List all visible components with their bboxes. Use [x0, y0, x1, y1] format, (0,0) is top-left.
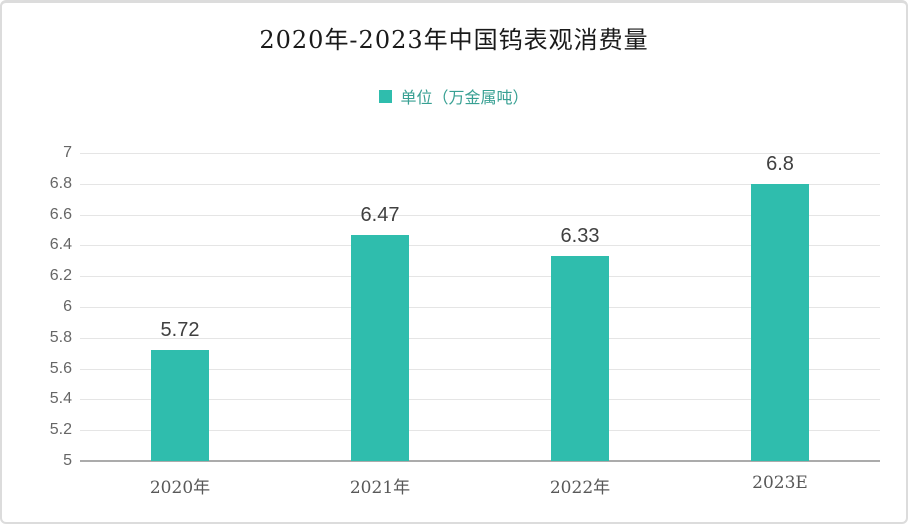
x-tick-label: 2022年 — [549, 478, 611, 498]
grid-line — [80, 337, 880, 339]
bar-value-label: 6.8 — [766, 152, 794, 175]
legend-label: 单位（万金属吨） — [400, 88, 529, 107]
grid-line — [80, 307, 880, 308]
legend-swatch-icon — [379, 89, 393, 103]
chart-title: 2020年-2023年中国钨表观消费量 — [259, 26, 649, 54]
y-tick-label: 7 — [63, 144, 72, 161]
y-tick-label: 6 — [63, 298, 72, 315]
bar-2020年 — [151, 350, 209, 461]
grid-line — [80, 276, 880, 278]
y-tick-label: 5.6 — [49, 359, 72, 377]
legend: 单位（万金属吨） — [2, 84, 906, 108]
grid-line — [80, 368, 880, 370]
y-tick-label: 6.4 — [49, 236, 72, 254]
x-axis-line — [80, 460, 880, 462]
bar-2022年 — [551, 256, 609, 461]
y-tick-label: 5.4 — [49, 390, 72, 408]
y-tick-label: 5 — [63, 452, 72, 469]
y-tick-label: 5.2 — [49, 421, 72, 439]
y-tick-label: 6.6 — [49, 205, 72, 223]
grid-line — [80, 399, 880, 401]
y-tick-label: 6.2 — [49, 267, 72, 285]
bar-value-label: 6.33 — [560, 225, 600, 248]
bar-value-label: 6.47 — [360, 203, 400, 226]
x-tick-label: 2021年 — [349, 478, 411, 498]
grid-line — [80, 245, 880, 247]
grid-line — [80, 183, 880, 185]
y-tick-label: 6.8 — [49, 174, 72, 192]
grid-line — [80, 430, 880, 432]
grid-line — [80, 153, 880, 154]
grid-line — [80, 214, 880, 216]
bar-value-label: 5.72 — [160, 319, 200, 342]
bar-2023E — [751, 183, 809, 461]
bar-2021年 — [351, 234, 409, 461]
x-tick-label: 2023E — [752, 473, 808, 493]
x-tick-label: 2020年 — [149, 478, 211, 498]
y-tick-label: 5.8 — [49, 328, 72, 346]
plot-area: 5.72 6.47 6.33 6.8 — [80, 152, 880, 462]
